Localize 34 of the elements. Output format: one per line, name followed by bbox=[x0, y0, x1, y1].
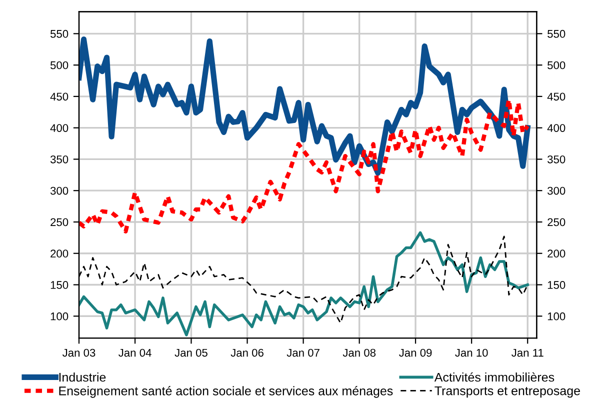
y2-tick-label: 100 bbox=[548, 312, 566, 320]
y-tick-label: 400 bbox=[50, 124, 68, 132]
y2-tick-label: 150 bbox=[548, 281, 566, 289]
y-tick-label: 150 bbox=[50, 281, 68, 289]
y2-tick-label: 300 bbox=[548, 186, 566, 195]
y-tick-label: 250 bbox=[50, 218, 68, 226]
y-tick-label: 100 bbox=[50, 312, 68, 320]
y2-tick-label: 200 bbox=[548, 250, 566, 258]
legend-label: Enseignement santé action sociale et services aux ménages bbox=[59, 386, 393, 398]
x-tick-label: Jan 06 bbox=[230, 348, 264, 357]
x-tick-label: Jan 05 bbox=[174, 348, 208, 357]
x-tick-label: Jan 11 bbox=[512, 348, 544, 357]
legend-label: Activités immobilières bbox=[434, 372, 554, 382]
y2-tick-label: 450 bbox=[547, 92, 566, 101]
x-tick-label: Jan 09 bbox=[399, 348, 432, 357]
y-tick-label: 500 bbox=[50, 61, 68, 70]
y2-tick-label: 550 bbox=[548, 30, 566, 38]
legend-label: Industrie bbox=[59, 372, 106, 382]
y2-tick-label: 250 bbox=[548, 218, 566, 226]
x-tick-label: Jan 04 bbox=[118, 348, 152, 357]
legend-label: Transports et entreposage bbox=[434, 386, 580, 398]
x-tick-label: Jan 03 bbox=[62, 348, 96, 357]
y-tick-label: 300 bbox=[50, 186, 68, 195]
x-tick-label: Jan 10 bbox=[455, 348, 488, 357]
y-tick-label: 550 bbox=[50, 30, 68, 38]
y2-tick-label: 500 bbox=[548, 61, 566, 70]
y-tick-label: 350 bbox=[50, 155, 68, 164]
y2-tick-label: 350 bbox=[548, 155, 566, 164]
y-tick-label: 450 bbox=[50, 92, 68, 101]
y-tick-label: 200 bbox=[50, 250, 68, 258]
y2-tick-label: 400 bbox=[547, 124, 566, 132]
line-series bbox=[78, 231, 529, 336]
x-tick-label: Jan 08 bbox=[342, 348, 376, 357]
x-tick-label: Jan 07 bbox=[286, 348, 320, 357]
